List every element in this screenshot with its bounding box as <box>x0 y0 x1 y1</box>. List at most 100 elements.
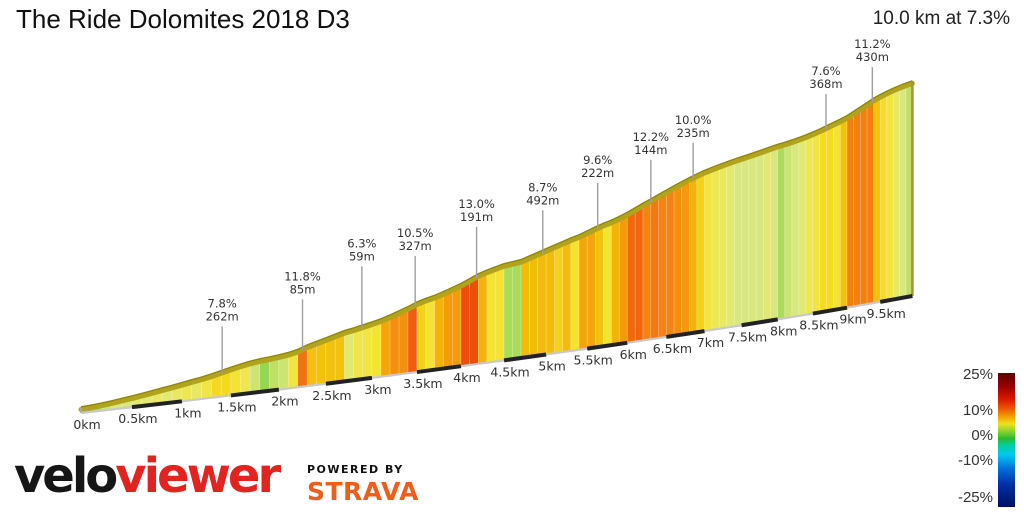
gradient-stripe <box>726 162 735 328</box>
baseline-dash <box>741 317 779 328</box>
gradient-stripe <box>562 241 572 353</box>
gradient-stripe <box>586 230 596 349</box>
gradient-stripe <box>748 155 757 325</box>
gradient-stripe <box>529 255 539 358</box>
ride-summary: 10.0 km at 7.3% <box>872 8 1010 29</box>
veloviewer-logo-viewer: viewer <box>115 448 281 504</box>
gradient-stripe <box>642 202 652 341</box>
gradient-stripe <box>495 267 505 362</box>
gradient-stripe <box>839 119 848 310</box>
gradient-stripe <box>316 341 327 386</box>
legend-label: -25% <box>957 489 993 506</box>
baseline-dash <box>666 329 705 339</box>
gradient-stripe <box>503 265 513 361</box>
x-tick-label: 6.5km <box>653 341 692 356</box>
gradient-stripe <box>554 245 563 354</box>
gradient-stripe <box>578 234 588 351</box>
gradient-stripe <box>362 325 373 380</box>
gradient-stripe <box>741 157 750 326</box>
gradient-stripe <box>389 314 400 376</box>
baseline-dash <box>131 399 183 410</box>
veloviewer-logo[interactable]: veloviewer <box>14 452 281 500</box>
x-tick-label: 8km <box>770 323 797 338</box>
gradient-stripe <box>407 305 418 374</box>
gradient-stripe <box>666 189 675 338</box>
gradient-stripe <box>371 322 382 379</box>
gradient-stripe <box>819 129 827 313</box>
x-tick-label: 8.5km <box>799 318 838 333</box>
profile-top-edge <box>80 80 913 408</box>
strava-logo[interactable]: POWERED BY STRAVA <box>307 463 419 506</box>
gradient-stripe <box>249 362 261 394</box>
gradient-stripe <box>451 287 462 368</box>
powered-by-label: POWERED BY <box>307 463 404 476</box>
callout-text: 7.8% 262m <box>206 296 239 323</box>
gradient-stripe <box>658 193 667 339</box>
gradient-stripe <box>626 211 636 344</box>
profile-top-surface <box>78 81 915 412</box>
gradient-stripe <box>478 273 488 365</box>
gradient-legend-colorbar <box>998 373 1015 507</box>
gradient-callout: 7.8% 262m <box>206 296 239 374</box>
gradient-stripe <box>520 259 530 359</box>
gradient-stripe <box>770 148 779 321</box>
gradient-stripe <box>711 168 720 331</box>
gradient-callout: 9.6% 222m <box>581 153 614 229</box>
gradient-stripe <box>899 86 907 299</box>
gradient-stripe <box>603 223 612 347</box>
gradient-stripe <box>537 252 547 357</box>
gradient-stripe <box>873 98 881 304</box>
gradient-stripe <box>798 138 807 317</box>
gradient-callout: 13.0% 191m <box>458 197 495 278</box>
x-tick-label: 6km <box>620 347 647 362</box>
baseline-dash <box>230 387 280 398</box>
x-tick-label: 1.5km <box>217 399 256 414</box>
gradient-stripe <box>755 153 764 324</box>
gradient-stripe <box>805 135 814 316</box>
x-tick-label: 2.5km <box>312 388 351 403</box>
callout-text: 13.0% 191m <box>458 197 495 224</box>
gradient-stripe <box>866 101 874 305</box>
gradient-callout: 10.5% 327m <box>397 226 433 306</box>
x-tick-label: 5km <box>538 359 565 374</box>
gradient-stripe <box>325 337 336 385</box>
gradient-stripe <box>545 248 555 355</box>
gradient-stripe <box>634 206 644 342</box>
gradient-stripe <box>696 174 705 333</box>
gradient-stripe <box>259 360 270 393</box>
x-tick-label: 7km <box>697 335 724 350</box>
gradient-callout: 7.6% 368m <box>809 64 843 130</box>
gradient-stripe <box>812 132 821 314</box>
gradient-stripe <box>719 165 728 330</box>
callout-text: 7.6% 368m <box>809 64 842 91</box>
x-tick-label: 4km <box>453 370 480 385</box>
gradient-legend: 25% 10% 0% -10% -25% <box>940 360 1024 512</box>
gradient-stripe <box>611 220 620 346</box>
x-tick-label: 3.5km <box>403 376 442 391</box>
gradient-stripe <box>853 110 861 307</box>
callout-text: 10.0% 235m <box>675 113 712 140</box>
page-title: The Ride Dolomites 2018 D3 <box>16 4 350 34</box>
gradient-stripe <box>570 238 580 352</box>
x-tick-label: 2km <box>271 394 298 409</box>
callout-text: 11.8% 85m <box>284 269 321 296</box>
gradient-stripe <box>512 263 522 360</box>
baseline-dash <box>879 294 913 304</box>
gradient-stripe <box>826 126 834 312</box>
gradient-stripe <box>650 197 659 340</box>
x-tick-label: 3km <box>364 382 391 397</box>
x-tick-label: 0.5km <box>118 411 157 426</box>
gradient-stripe <box>777 146 786 320</box>
baseline-dash <box>586 340 628 351</box>
gradient-stripe <box>443 291 453 369</box>
gradient-stripe <box>230 367 241 396</box>
callout-text: 12.2% 144m <box>633 130 670 157</box>
gradient-callout: 11.8% 85m <box>284 269 321 351</box>
gradient-stripe <box>434 295 444 371</box>
legend-label: 25% <box>962 366 993 383</box>
gradient-stripe <box>784 143 793 319</box>
baseline-dash <box>812 305 848 316</box>
gradient-stripe <box>486 270 496 364</box>
